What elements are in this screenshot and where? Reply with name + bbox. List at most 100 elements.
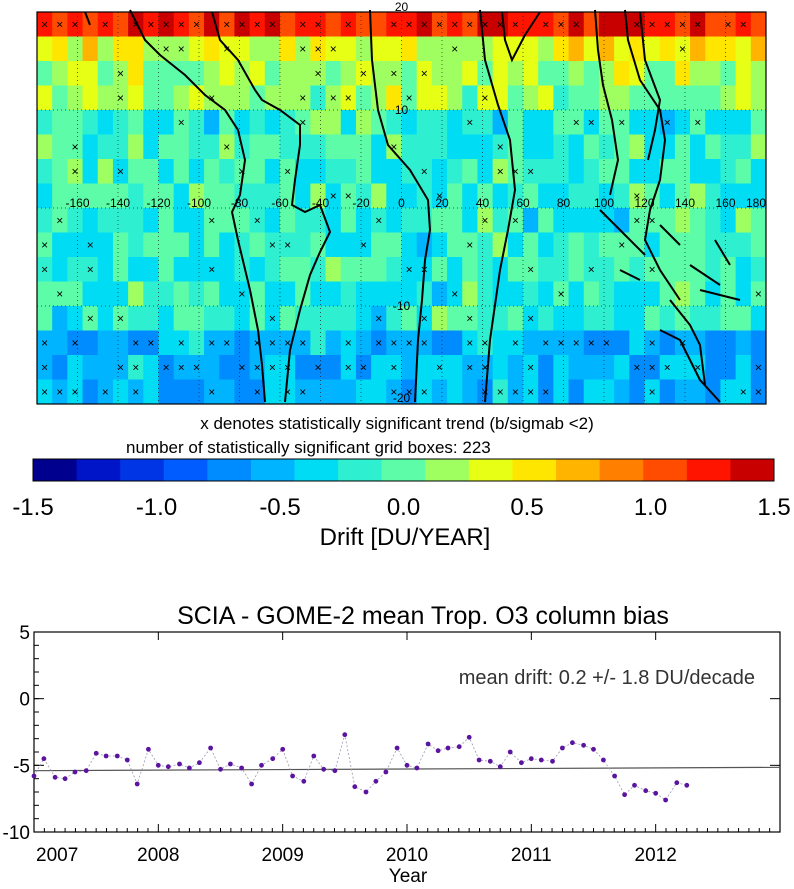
significance-x-marker: × — [330, 91, 337, 105]
heatmap-cell — [67, 183, 84, 209]
longitude-label: -120 — [146, 196, 170, 210]
heatmap-cell — [310, 85, 327, 111]
heatmap-cell — [538, 110, 554, 135]
heatmap-cell — [568, 232, 585, 258]
heatmap-cell — [37, 330, 53, 356]
heatmap-cell — [67, 281, 84, 307]
heatmap-cell — [401, 208, 418, 233]
significance-x-marker: × — [527, 360, 534, 374]
significance-x-marker: × — [117, 164, 124, 178]
bias-data-point — [550, 758, 555, 764]
colorbar — [33, 459, 775, 481]
heatmap-cell — [310, 379, 327, 405]
heatmap-cell — [112, 330, 129, 356]
heatmap-cell — [234, 183, 251, 209]
heatmap-cell — [492, 85, 509, 111]
significance-x-marker: × — [497, 385, 504, 399]
heatmap-cell — [447, 281, 463, 307]
bias-data-point — [684, 782, 690, 788]
heatmap-cell — [644, 379, 661, 405]
significance-x-marker: × — [254, 213, 261, 227]
heatmap-cell — [158, 110, 175, 135]
significance-markers: × × × × × × × × × × × × × × × × × × × × × × × × × × × × × × × × × × × × × × × ×… — [41, 17, 762, 399]
heatmap-cell — [97, 330, 114, 356]
significance-x-marker: × — [740, 385, 747, 399]
heatmap-cell — [37, 36, 53, 62]
heatmap-cell — [340, 183, 357, 209]
heatmap-cell — [750, 85, 767, 111]
longitude-tick-labels: -160 -140 -120 -100 -80 -60 -40 -20 0 20 40 60 80 100… — [65, 196, 766, 210]
heatmap-cell — [295, 232, 311, 258]
heatmap-cell — [614, 36, 630, 62]
heatmap-cell — [52, 12, 68, 37]
heatmap-cell — [158, 159, 175, 184]
heatmap-cell — [750, 330, 767, 356]
heatmap-cell — [614, 85, 630, 111]
significance-x-marker: × — [451, 42, 458, 56]
heatmap-cell — [234, 379, 251, 405]
heatmap-cell — [598, 36, 615, 62]
bias-data-points — [31, 732, 690, 803]
heatmap-cell — [158, 232, 175, 258]
heatmap-cell — [523, 61, 539, 86]
heatmap-cell — [67, 110, 84, 135]
heatmap-cell — [52, 36, 68, 62]
significance-x-marker: × — [41, 238, 48, 252]
heatmap-cell — [264, 281, 281, 307]
heatmap-cell — [750, 36, 767, 62]
heatmap-cell — [188, 36, 205, 62]
heatmap-cell — [523, 281, 539, 307]
colorbar-tick-label: -1.5 — [12, 494, 53, 521]
heatmap-cell — [97, 232, 114, 258]
bias-data-point — [83, 768, 89, 774]
significance-x-marker: × — [56, 287, 63, 301]
heatmap-cell — [280, 208, 296, 233]
heatmap-cell — [492, 61, 509, 86]
heatmap-cell — [280, 110, 296, 135]
heatmap-cell — [371, 134, 387, 160]
heatmap-cell — [325, 159, 342, 184]
heatmap-cell — [97, 306, 114, 331]
heatmap-cell — [629, 330, 645, 356]
colorbar-swatch — [730, 459, 775, 481]
significance-x-marker: × — [193, 360, 200, 374]
significance-x-marker: × — [71, 17, 78, 31]
heatmap-cell — [507, 85, 524, 111]
longitude-label: -80 — [231, 196, 249, 210]
significance-x-marker: × — [71, 336, 78, 350]
heatmap-cell — [340, 110, 357, 135]
heatmap-cell — [492, 355, 509, 380]
significance-x-marker: × — [406, 336, 413, 350]
heatmap-cell — [568, 36, 585, 62]
heatmap-cell — [629, 379, 645, 405]
heatmap-cell — [158, 134, 175, 160]
heatmap-cell — [568, 12, 585, 37]
significance-x-marker: × — [284, 336, 291, 350]
heatmap-cell — [644, 134, 661, 160]
heatmap-cell — [401, 257, 418, 282]
significance-x-marker: × — [375, 336, 382, 350]
heatmap-cell — [295, 330, 311, 356]
significance-x-marker: × — [573, 336, 580, 350]
bias-data-point — [601, 757, 606, 763]
heatmap-cell — [310, 36, 327, 62]
heatmap-cell — [234, 208, 251, 233]
heatmap-cell — [52, 183, 68, 209]
heatmap-cell — [325, 306, 342, 331]
heatmap-cell — [112, 306, 129, 331]
bias-data-point — [208, 745, 214, 751]
bias-data-point — [270, 756, 276, 762]
significance-x-marker: × — [269, 17, 276, 31]
heatmap-cell — [750, 208, 767, 233]
bias-data-point — [466, 734, 472, 740]
heatmap-cell — [705, 306, 721, 331]
heatmap-cell — [264, 330, 281, 356]
heatmap-cell — [234, 159, 251, 184]
heatmap-cell — [143, 306, 159, 331]
heatmap-cell — [431, 12, 448, 37]
significance-x-marker: × — [421, 164, 428, 178]
heatmap-cell — [112, 257, 129, 282]
heatmap-cell — [735, 61, 752, 86]
longitude-label: 120 — [634, 196, 654, 210]
heatmap-cell — [355, 61, 372, 86]
